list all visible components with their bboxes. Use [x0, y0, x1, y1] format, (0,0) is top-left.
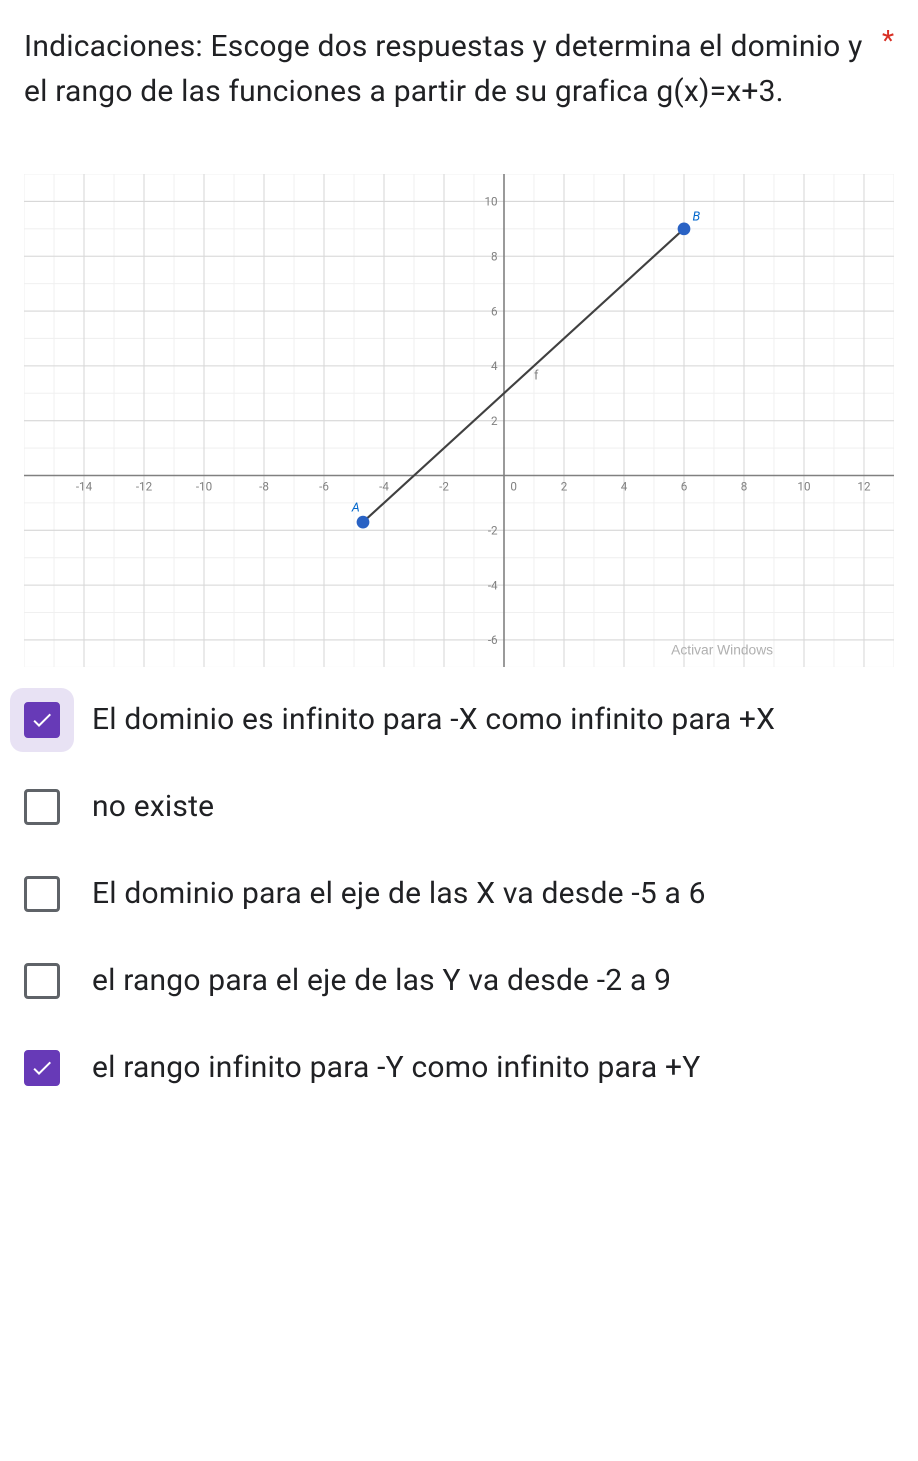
chart-container: -14 -12 -10 -8 -6 -4 -2 0 2 4 6 8 10 12 -6 -4 -2 2 4 6 8 10 A B…	[24, 174, 894, 667]
checkbox-4[interactable]	[24, 1050, 60, 1086]
svg-text:6: 6	[491, 304, 498, 318]
svg-text:2: 2	[561, 479, 568, 493]
svg-text:-12: -12	[136, 479, 153, 493]
option-text-0: El dominio es infinito para -X como infi…	[92, 697, 775, 742]
svg-text:A: A	[351, 500, 360, 515]
options-list: El dominio es infinito para -X como infi…	[24, 697, 894, 1090]
checkbox-3[interactable]	[24, 963, 60, 999]
svg-text:4: 4	[621, 479, 628, 493]
question-header: Indicaciones: Escoge dos respuestas y de…	[24, 24, 894, 114]
svg-text:-6: -6	[319, 479, 329, 493]
svg-text:0: 0	[510, 479, 517, 493]
svg-text:f: f	[534, 369, 539, 384]
option-2[interactable]: El dominio para el eje de las X va desde…	[24, 871, 894, 916]
svg-text:-8: -8	[259, 479, 269, 493]
svg-text:-14: -14	[76, 479, 93, 493]
svg-text:-10: -10	[196, 479, 212, 493]
function-chart: -14 -12 -10 -8 -6 -4 -2 0 2 4 6 8 10 12 -6 -4 -2 2 4 6 8 10 A B…	[24, 174, 894, 667]
question-text: Indicaciones: Escoge dos respuestas y de…	[24, 24, 874, 114]
checkbox-2[interactable]	[24, 876, 60, 912]
svg-text:B: B	[692, 209, 700, 224]
option-3[interactable]: el rango para el eje de las Y va desde -…	[24, 958, 894, 1003]
svg-text:4: 4	[491, 359, 498, 373]
option-text-1: no existe	[92, 784, 214, 829]
svg-text:-2: -2	[488, 524, 498, 538]
option-text-4: el rango infinito para -Y como infinito …	[92, 1045, 700, 1090]
required-mark: *	[882, 24, 894, 57]
svg-text:10: 10	[797, 479, 810, 493]
svg-text:6: 6	[681, 479, 688, 493]
svg-text:2: 2	[491, 414, 498, 428]
option-0[interactable]: El dominio es infinito para -X como infi…	[24, 697, 894, 742]
checkbox-0[interactable]	[24, 702, 60, 738]
option-1[interactable]: no existe	[24, 784, 894, 829]
svg-text:10: 10	[485, 195, 498, 209]
option-text-2: El dominio para el eje de las X va desde…	[92, 871, 706, 916]
svg-text:-6: -6	[488, 633, 498, 647]
svg-text:12: 12	[857, 479, 871, 493]
svg-text:-2: -2	[439, 479, 449, 493]
svg-text:8: 8	[491, 249, 498, 263]
option-text-3: el rango para el eje de las Y va desde -…	[92, 958, 671, 1003]
checkbox-1[interactable]	[24, 789, 60, 825]
svg-text:Activar Windows: Activar Windows	[671, 643, 773, 658]
svg-text:8: 8	[741, 479, 748, 493]
svg-text:-4: -4	[379, 479, 389, 493]
option-4[interactable]: el rango infinito para -Y como infinito …	[24, 1045, 894, 1090]
svg-text:-4: -4	[488, 578, 498, 592]
